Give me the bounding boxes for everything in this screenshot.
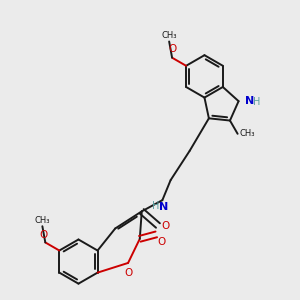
Text: O: O [169,44,177,54]
Text: N: N [159,202,169,212]
Text: CH₃: CH₃ [239,129,255,138]
Text: CH₃: CH₃ [34,216,50,225]
Text: O: O [40,230,48,240]
Text: O: O [124,268,132,278]
Text: O: O [158,237,166,247]
Text: H: H [152,201,160,211]
Text: CH₃: CH₃ [161,31,177,40]
Text: N: N [245,96,254,106]
Text: H: H [253,97,261,107]
Text: O: O [161,221,169,231]
